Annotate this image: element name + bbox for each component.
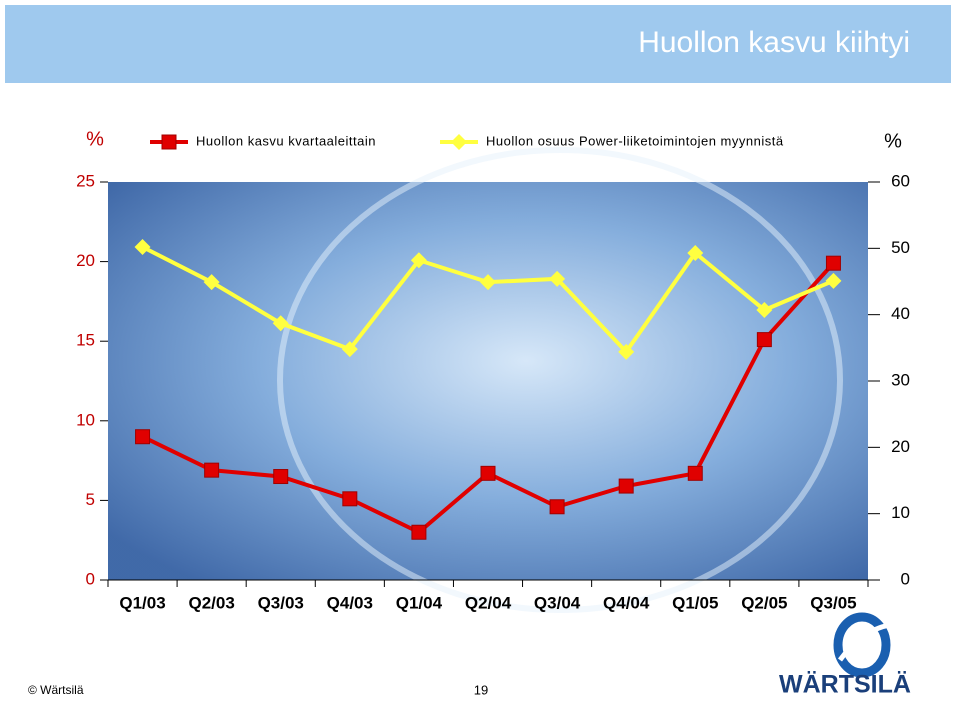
y2-tick-label: 10 (891, 503, 910, 522)
data-point (549, 270, 566, 287)
title-banner (5, 5, 951, 83)
data-point (342, 491, 358, 507)
data-point (825, 272, 842, 289)
y-axis-label: % (86, 128, 104, 150)
data-point (549, 499, 565, 515)
y-tick-label: 15 (76, 331, 95, 350)
photo-detail (277, 147, 843, 613)
x-tick-label: Q3/05 (810, 593, 856, 612)
y-tick-label: 10 (76, 410, 95, 429)
page-number: 19 (474, 682, 488, 697)
y2-tick-label: 50 (891, 238, 910, 257)
data-point (480, 465, 496, 481)
legend-label: Huollon kasvu kvartaaleittain (196, 133, 376, 148)
data-point (273, 469, 289, 485)
data-point (204, 462, 220, 478)
y2-tick-label: 30 (891, 370, 910, 389)
data-point (825, 255, 841, 271)
copyright: © Wärtsilä (28, 683, 84, 697)
data-point (203, 274, 220, 291)
y-tick-label: 5 (86, 490, 95, 509)
legend-marker (451, 134, 467, 150)
background-photo (108, 182, 868, 580)
logo-swoosh (837, 622, 891, 662)
data-point (687, 465, 703, 481)
logo-text: WÄRTSILÄ (779, 671, 911, 699)
y2-axis-label: % (884, 130, 902, 152)
data-point (272, 315, 289, 332)
logo-mark (833, 612, 891, 678)
logo: WÄRTSILÄ (779, 612, 911, 699)
data-point (756, 332, 772, 348)
y2-tick-label: 40 (891, 304, 910, 323)
x-tick-label: Q1/05 (672, 593, 718, 612)
y-tick-label: 0 (86, 569, 95, 588)
x-tick-label: Q1/03 (119, 593, 165, 612)
x-tick-label: Q2/04 (465, 593, 512, 612)
data-point (410, 252, 427, 269)
x-tick-label: Q4/04 (603, 593, 650, 612)
legend-marker (161, 134, 177, 150)
data-point (134, 239, 151, 256)
data-point (687, 244, 704, 261)
y-tick-label: 20 (76, 251, 95, 270)
x-tick-label: Q3/03 (258, 593, 304, 612)
legend-label: Huollon osuus Power-liiketoimintojen myy… (486, 133, 784, 148)
x-tick-label: Q3/04 (534, 593, 581, 612)
chart-title: Huollon kasvu kiihtyi (638, 26, 910, 59)
y-tick-label: 25 (76, 171, 95, 190)
y2-tick-label: 60 (891, 171, 910, 190)
data-point (341, 341, 358, 358)
data-point (135, 429, 151, 445)
x-tick-label: Q2/03 (188, 593, 234, 612)
data-point (411, 524, 427, 540)
x-tick-label: Q4/03 (327, 593, 373, 612)
data-point (618, 478, 634, 494)
x-tick-label: Q2/05 (741, 593, 787, 612)
data-point (618, 343, 635, 360)
data-point (480, 274, 496, 291)
y2-tick-label: 0 (901, 569, 910, 588)
x-tick-label: Q1/04 (396, 593, 443, 612)
data-point (756, 302, 773, 319)
y2-tick-label: 20 (891, 437, 910, 456)
